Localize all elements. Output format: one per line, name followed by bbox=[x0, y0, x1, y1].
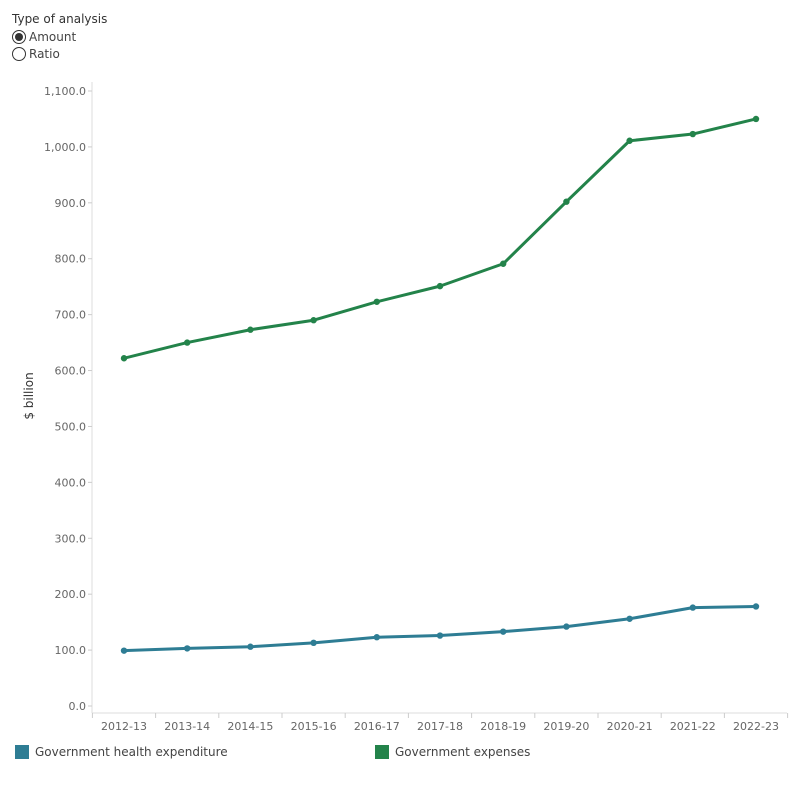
chart-axes: 0.0 100.0 200.0 300.0 400.0 500.0 600.0 700.0 80… bbox=[44, 82, 789, 733]
radio-button-ratio[interactable] bbox=[12, 46, 26, 61]
y-tick-label: 1,000.0 bbox=[44, 141, 86, 154]
x-tick-label: 2017-18 bbox=[417, 720, 463, 733]
data-point-government-expenses bbox=[689, 130, 696, 138]
x-tick-label: 2018-19 bbox=[480, 720, 526, 733]
legend-swatch-government-expenses bbox=[375, 745, 389, 759]
data-point-government-expenses bbox=[120, 355, 128, 362]
legend-item-health-expenditure[interactable]: Government health expenditure bbox=[15, 745, 228, 759]
data-point-government-expenses bbox=[373, 298, 380, 305]
x-tick-label: 2020-21 bbox=[607, 720, 653, 733]
analysis-type-filter: Type of analysis Amount Ratio bbox=[12, 12, 107, 62]
y-tick-label: 400.0 bbox=[55, 476, 87, 489]
x-tick-label: 2012-13 bbox=[101, 720, 147, 733]
y-tick-label: 800.0 bbox=[55, 253, 87, 266]
data-point-government-expenses bbox=[500, 260, 507, 267]
data-point-government-health-expenditure bbox=[120, 647, 128, 654]
data-point-government-expenses bbox=[184, 339, 191, 346]
data-point-government-expenses bbox=[752, 115, 760, 123]
data-point-government-expenses bbox=[436, 282, 444, 290]
data-point-government-health-expenditure bbox=[310, 639, 317, 647]
data-point-government-health-expenditure bbox=[563, 623, 570, 630]
y-tick-label: 1,100.0 bbox=[44, 85, 86, 98]
y-tick-label: 100.0 bbox=[55, 644, 87, 657]
data-point-government-health-expenditure bbox=[247, 643, 254, 650]
x-tick-label: 2014-15 bbox=[227, 720, 273, 733]
y-tick-label: 0.0 bbox=[69, 700, 87, 713]
data-point-government-health-expenditure bbox=[752, 603, 760, 610]
data-point-government-expenses bbox=[310, 317, 317, 324]
data-point-government-health-expenditure bbox=[689, 604, 696, 611]
radio-option-ratio[interactable]: Ratio bbox=[12, 45, 107, 62]
y-tick-label: 300.0 bbox=[55, 532, 87, 545]
line-chart: 0.0 100.0 200.0 300.0 400.0 500.0 600.0 700.0 80… bbox=[22, 82, 789, 733]
data-point-government-health-expenditure bbox=[436, 632, 444, 639]
y-tick-label: 600.0 bbox=[55, 365, 87, 378]
data-point-government-expenses bbox=[563, 198, 570, 205]
series-line-government-health-expenditure bbox=[122, 604, 758, 653]
x-tick-label: 2016-17 bbox=[354, 720, 400, 733]
x-tick-label: 2019-20 bbox=[543, 720, 589, 733]
chart-series bbox=[120, 115, 760, 654]
radio-option-amount[interactable]: Amount bbox=[12, 28, 107, 45]
x-tick-label: 2015-16 bbox=[291, 720, 337, 733]
y-tick-label: 500.0 bbox=[55, 420, 87, 433]
y-tick-label: 200.0 bbox=[55, 588, 87, 601]
x-tick-label: 2021-22 bbox=[670, 720, 716, 733]
legend-label-health-expenditure: Government health expenditure bbox=[35, 745, 228, 759]
radio-label-ratio: Ratio bbox=[29, 46, 60, 61]
legend-label-government-expenses: Government expenses bbox=[395, 745, 531, 759]
filter-title: Type of analysis bbox=[12, 12, 108, 26]
y-tick-label: 900.0 bbox=[55, 197, 87, 210]
data-point-government-health-expenditure bbox=[500, 628, 507, 635]
legend-item-government-expenses[interactable]: Government expenses bbox=[375, 745, 530, 759]
radio-button-amount[interactable] bbox=[12, 29, 26, 44]
data-point-government-health-expenditure bbox=[626, 615, 633, 622]
series-line-government-expenses bbox=[122, 117, 758, 360]
data-point-government-expenses bbox=[247, 326, 254, 333]
legend-swatch-health-expenditure bbox=[15, 745, 29, 759]
radio-label-amount: Amount bbox=[29, 29, 77, 44]
x-tick-label: 2013-14 bbox=[164, 720, 210, 733]
y-axis-title: $ billion bbox=[22, 372, 36, 419]
x-tick-label: 2022-23 bbox=[733, 720, 779, 733]
data-point-government-health-expenditure bbox=[373, 634, 380, 641]
data-point-government-health-expenditure bbox=[184, 645, 191, 652]
data-point-government-expenses bbox=[626, 137, 633, 144]
y-tick-label: 700.0 bbox=[55, 309, 87, 322]
